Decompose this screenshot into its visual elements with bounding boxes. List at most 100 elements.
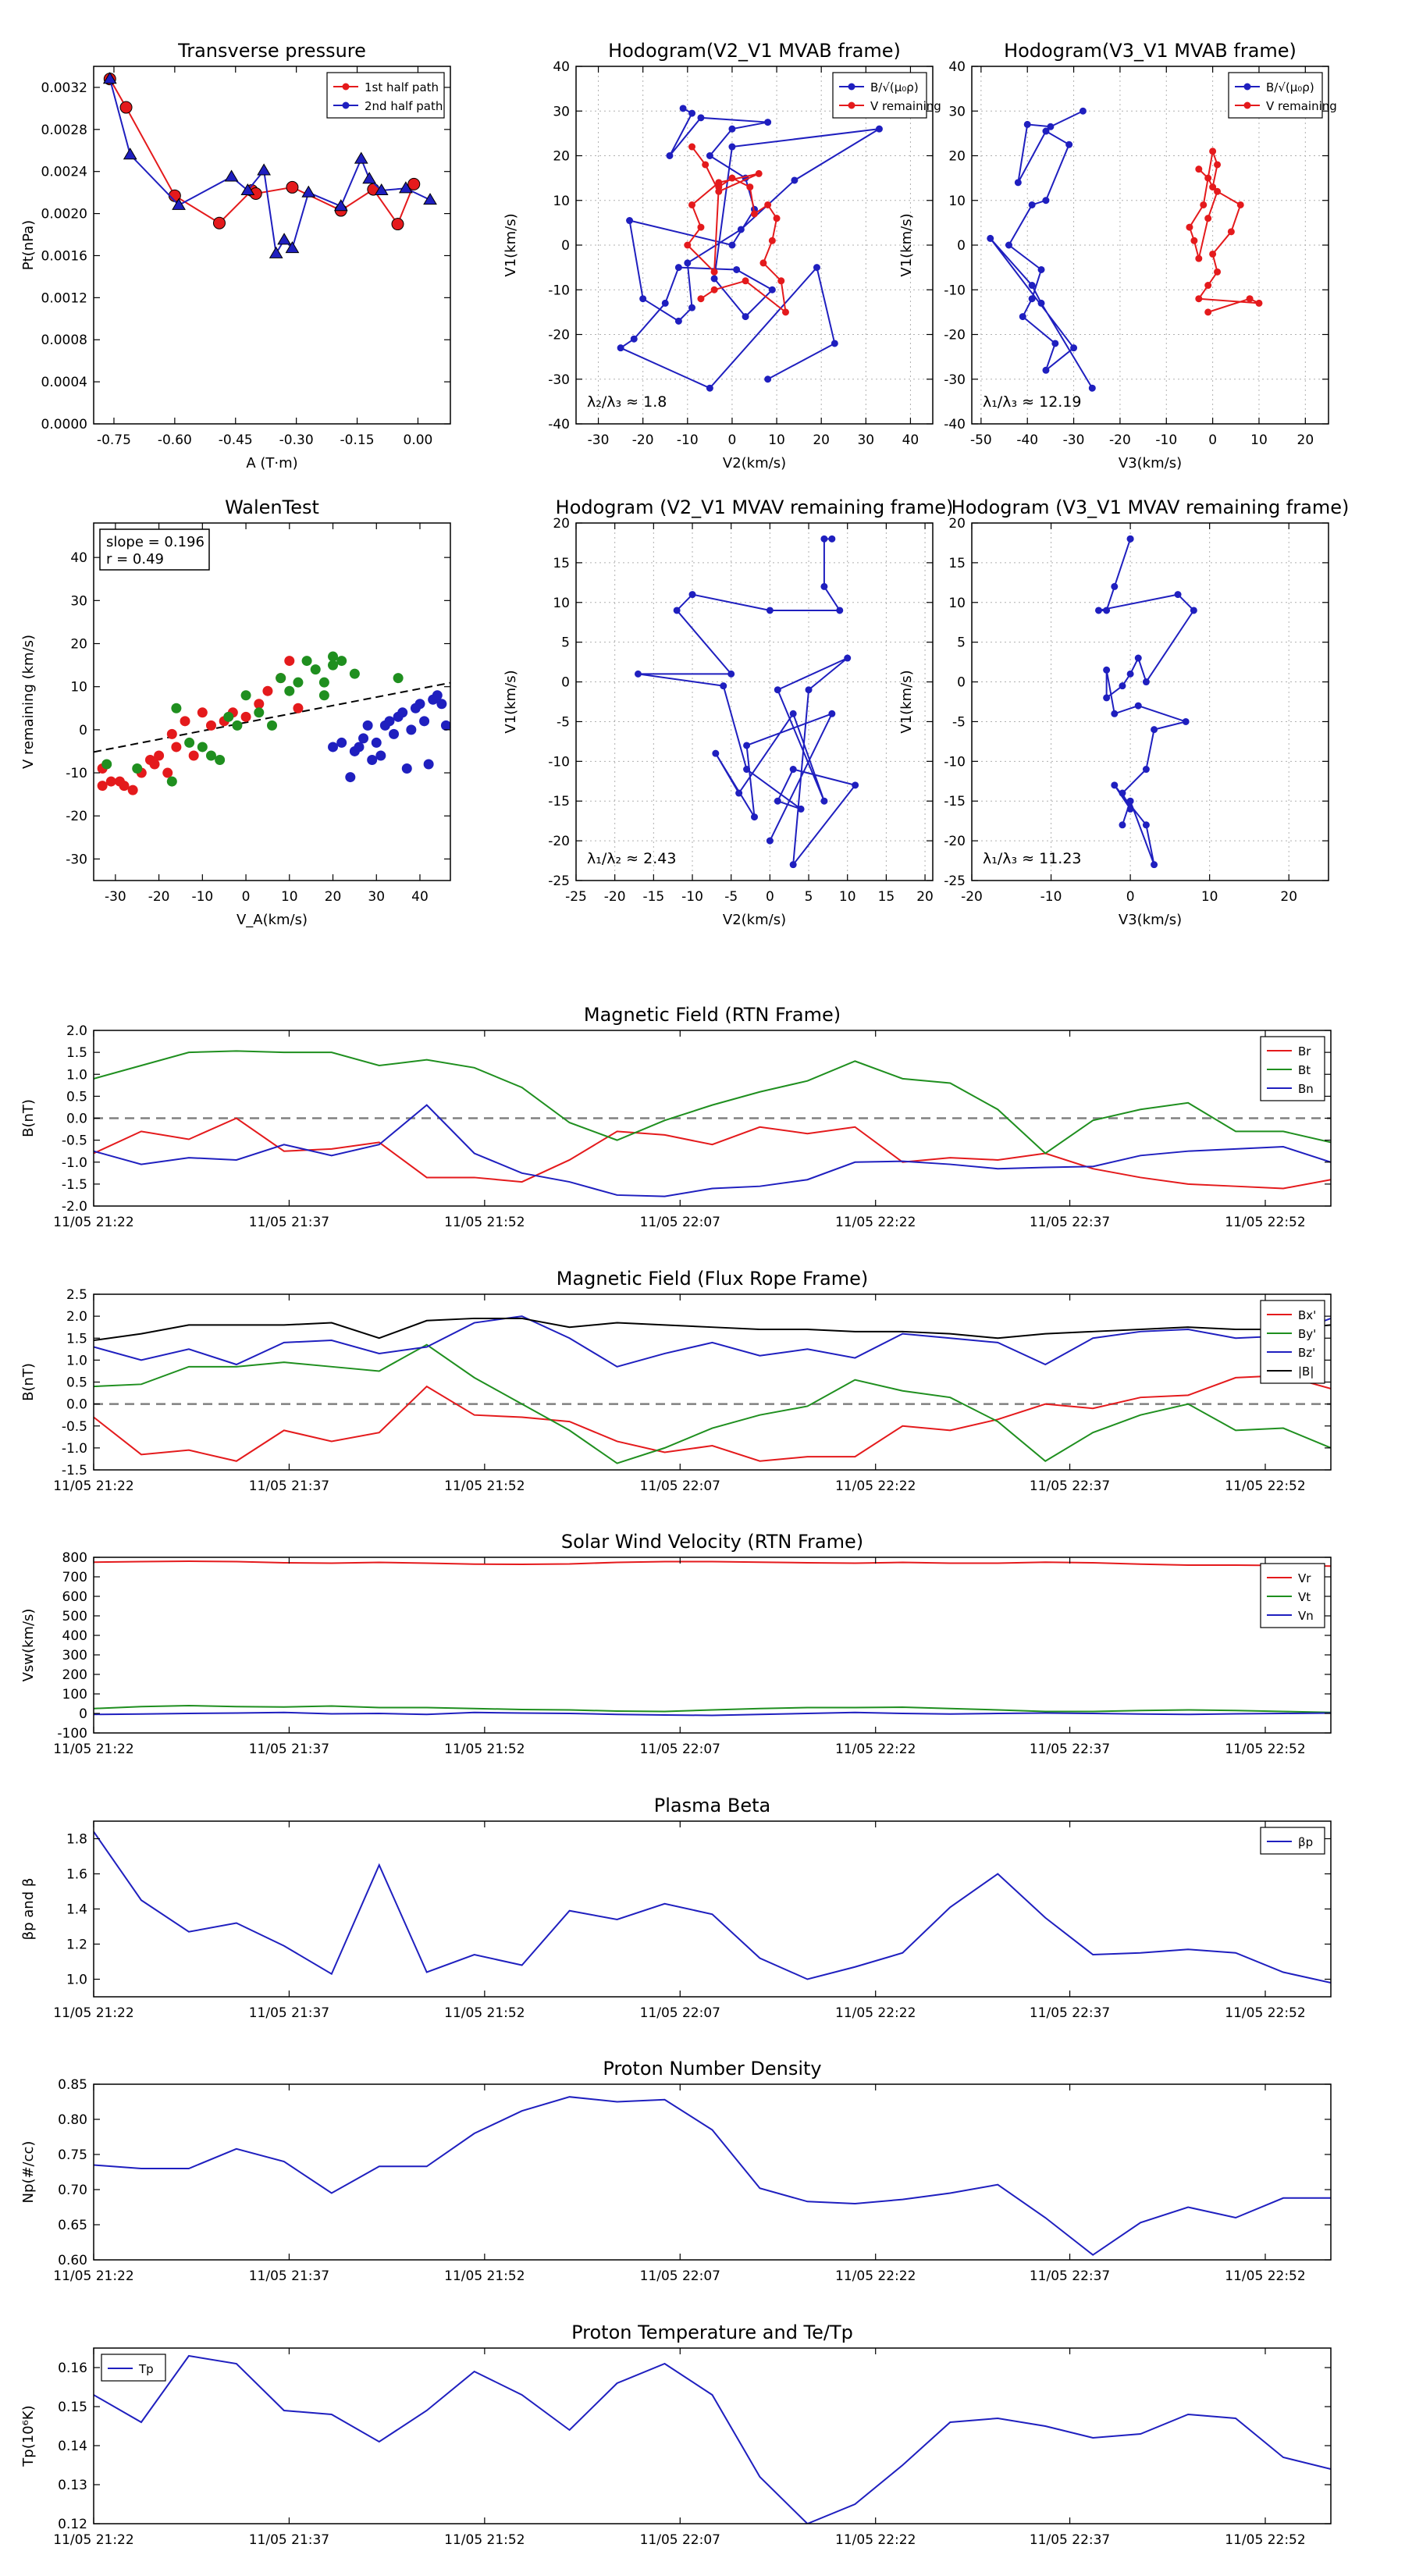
data-point [715,183,723,191]
chart-title: Hodogram (V2_V1 MVAV remaining frame) [556,496,954,518]
legend: B/√(μ₀ρ) V remaining [1228,72,1337,119]
data-point [276,673,286,684]
x-tick-label: 20 [916,889,934,905]
data-point [284,656,295,667]
y-tick-label: -10 [944,283,966,298]
series-line-2 [94,1104,1331,1197]
y-axis-label: V remaining (km/s) [20,635,37,769]
chart-title: Proton Number Density [603,2058,821,2080]
x-tick-label: 11/05 22:37 [1030,2268,1110,2284]
x-tick-label: 0 [242,889,251,905]
data-point [688,591,696,599]
data-point [286,180,299,194]
plot-area [94,651,450,795]
data-point [1186,223,1193,231]
y-axis-label: V1(km/s) [898,213,915,276]
x-tick-label: 11/05 21:37 [249,2532,329,2548]
legend-label: Vr [1298,1571,1311,1585]
x-tick-label: 11/05 22:22 [835,1478,916,1494]
data-point [1204,282,1212,290]
data-point [285,241,300,254]
plot-area [94,1315,1331,1464]
axes-frame [93,2083,1332,2261]
axes-frame [93,1557,1332,1734]
data-point [1142,821,1150,829]
x-tick-label: -30 [588,432,610,448]
data-point [1204,215,1212,222]
data-point [127,785,138,795]
data-point [634,670,642,678]
y-tick-label: 0.0024 [41,165,87,180]
data-point [436,699,447,710]
y-tick-label: 1.0 [66,1353,87,1368]
y-tick-label: 10 [948,596,966,611]
x-tick-label: 10 [281,889,298,905]
x-tick-label: -20 [1109,432,1131,448]
data-point [358,733,369,744]
data-point [688,201,696,208]
x-tick-label: 20 [1297,432,1314,448]
chart-tpp: 11/05 21:22 11/05 21:37 11/05 21:52 11/05 2… [20,2322,1332,2548]
data-point [684,241,692,249]
data-point [688,143,696,151]
y-tick-label: -40 [944,417,966,432]
axes-frame [93,522,451,881]
y-tick-label: 10 [948,194,966,209]
x-axis-label: V3(km/s) [1119,912,1182,928]
y-tick-label: -0.5 [62,1133,87,1149]
y-tick-label: 10 [70,680,87,696]
data-point [1190,237,1198,244]
data-point [791,176,799,184]
data-point [697,114,705,122]
data-point [224,169,239,182]
slope-box [99,528,210,571]
data-point [987,234,994,242]
data-point [1023,120,1031,128]
x-tick-label: 10 [768,432,785,448]
data-point [401,763,412,774]
series-line-2 [94,1315,1331,1368]
legend-box [1260,1827,1325,1855]
y-tick-label: 600 [62,1589,87,1605]
data-point [1111,582,1119,590]
x-axis-label: V_A(km/s) [237,912,308,928]
legend-label: Bz' [1298,1346,1315,1360]
data-point [132,763,143,774]
data-point [688,304,696,311]
data-point [1195,295,1203,303]
annotation-text: λ₁/λ₃ ≈ 11.23 [983,850,1082,867]
y-tick-label: -15 [548,794,570,809]
data-point [626,217,634,225]
data-point [764,201,772,208]
y-tick-label: -20 [944,328,966,343]
y-tick-label: 1.5 [66,1331,87,1347]
data-point [697,295,705,303]
data-point [728,143,736,151]
x-tick-label: 11/05 21:52 [444,2268,525,2284]
chart-title: Proton Temperature and Te/Tp [571,2322,853,2343]
data-point [1088,384,1096,392]
legend-marker [342,83,350,91]
series-line-0 [94,1831,1331,1984]
x-tick-label: 11/05 22:52 [1225,2005,1305,2021]
y-tick-label: -10 [548,754,570,770]
x-tick-label: 11/05 21:52 [444,1215,525,1230]
data-point [1037,299,1045,307]
data-point [397,707,408,718]
y-tick-label: 30 [948,104,966,119]
data-point [171,742,182,753]
data-point [254,699,265,710]
fit-line [94,681,450,753]
y-tick-label: 10 [553,596,570,611]
x-tick-label: 11/05 21:37 [249,1478,329,1494]
data-point [354,151,368,164]
data-point [1005,241,1012,249]
y-tick-label: 0.13 [58,2478,87,2493]
data-point [768,237,776,244]
data-point [1111,710,1119,717]
data-point [875,125,883,133]
data-point [766,837,774,845]
legend: Br Bt Bn [1260,1036,1325,1101]
y-tick-label: 0.65 [58,2218,87,2233]
data-point [301,656,312,667]
